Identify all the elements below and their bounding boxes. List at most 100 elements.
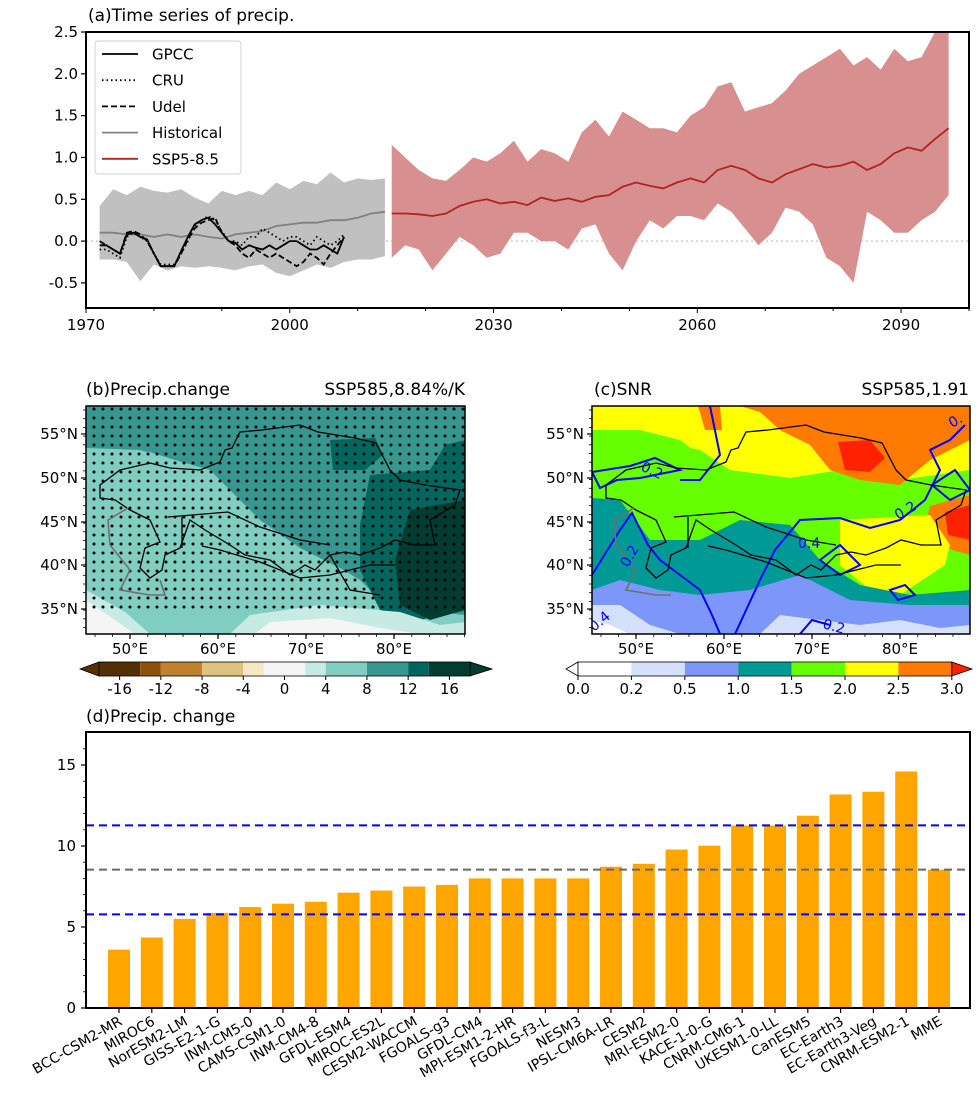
field-region xyxy=(592,605,680,634)
x-tick-label: MME xyxy=(908,1014,945,1044)
panel-d-bars xyxy=(108,771,950,1008)
x-tick-label: 1970 xyxy=(67,316,105,334)
colorbar-segment xyxy=(366,662,409,676)
bar xyxy=(632,863,655,1008)
bar xyxy=(304,901,327,1008)
bar xyxy=(895,771,918,1008)
colorbar-segment xyxy=(684,662,739,676)
y-tick-label: 5 xyxy=(66,918,76,936)
bar xyxy=(272,903,294,1008)
lat-tick-label: 50°N xyxy=(40,469,78,487)
lat-tick-label: 35°N xyxy=(40,600,78,618)
panel-d-y-axis: 0 5 10 15 xyxy=(57,748,86,1017)
panel-c-frame xyxy=(591,405,971,635)
colorbar-tick-label: 8 xyxy=(362,680,372,698)
bar xyxy=(567,878,590,1008)
field-region xyxy=(698,406,722,430)
lat-tick-label: 50°N xyxy=(546,469,584,487)
cru-line xyxy=(99,214,345,266)
colorbar-segment xyxy=(428,662,470,676)
colorbar-tick-label: 0 xyxy=(280,680,290,698)
lon-tick-label: 70°E xyxy=(794,640,830,658)
udel-line xyxy=(99,216,345,268)
panel-a-frame xyxy=(85,31,970,309)
y-tick-label: 0.0 xyxy=(54,232,78,250)
panel-b-lon-axis: 50°E 60°E 70°E 80°E xyxy=(94,634,466,658)
legend-box xyxy=(94,40,242,175)
significance-stippling xyxy=(86,406,465,611)
panel-a-time-series: (a)Time series of precip. -0.5 0.0 0.5 1.0 1… xyxy=(49,6,970,334)
y-tick-label: 1.0 xyxy=(54,148,78,166)
contour-label: 0.4 xyxy=(798,536,820,552)
x-tick-label: 2060 xyxy=(678,316,716,334)
colorbar-tick-label: 1.0 xyxy=(726,680,750,698)
country-borders xyxy=(673,511,901,579)
colorbar-segment xyxy=(898,662,952,676)
bar xyxy=(206,912,229,1008)
panel-b-title-right: SSP585,8.84%/K xyxy=(324,380,465,400)
colorbar-tick-label: 0.0 xyxy=(566,680,590,698)
y-tick-label: 2.5 xyxy=(54,23,78,41)
panel-c-title-right: SSP585,1.91 xyxy=(861,380,969,400)
bar xyxy=(764,825,786,1008)
bar xyxy=(698,845,721,1008)
colorbar-extend-max xyxy=(951,661,974,677)
caspian-coastline xyxy=(613,507,671,596)
bar xyxy=(928,869,950,1008)
y-tick-label: -0.5 xyxy=(49,274,78,292)
y-tick-label: 0 xyxy=(66,999,76,1017)
colorbar-extend-min xyxy=(78,661,100,677)
panel-c-lon-axis: 50°E 60°E 70°E 80°E xyxy=(600,634,954,658)
panel-c-map-field: 0.2 0.2 0.2 0.4 0.2 0.4 0. xyxy=(592,406,970,634)
snr-contour xyxy=(592,456,684,490)
colorbar-tick-label: -16 xyxy=(107,680,132,698)
snr-contour xyxy=(818,543,862,577)
bar xyxy=(370,890,393,1008)
x-tick-label: 2000 xyxy=(271,316,309,334)
panel-d-title: (d)Precip. change xyxy=(86,707,235,727)
lon-tick-label: 80°E xyxy=(376,640,412,658)
panel-d-reference-lines xyxy=(86,824,970,916)
y-tick-label: 1.5 xyxy=(54,107,78,125)
bar xyxy=(731,825,754,1008)
colorbar-segment xyxy=(305,662,326,676)
bar xyxy=(140,937,163,1008)
colorbar-tick-label: -4 xyxy=(236,680,251,698)
panel-b-precip-change-map: (b)Precip.change SSP585,8.84%/K 55°N 50°N… xyxy=(40,380,494,698)
colorbar-tick-label: 0.5 xyxy=(673,680,697,698)
colorbar-tick-label: 3.0 xyxy=(940,680,964,698)
colorbar-segment xyxy=(631,662,685,676)
panel-c-lat-axis: 55°N 50°N 45°N 40°N 35°N xyxy=(546,409,592,628)
ssp585-spread-band xyxy=(391,32,949,283)
field-region xyxy=(592,620,630,634)
bar xyxy=(108,949,130,1008)
panel-b-map-field xyxy=(86,406,465,634)
bar xyxy=(665,849,688,1008)
colorbar-tick-label: 0.2 xyxy=(619,680,643,698)
y-tick-label: 15 xyxy=(57,756,76,774)
y-tick-label: 0.5 xyxy=(54,190,78,208)
colorbar-tick-label: 4 xyxy=(321,680,331,698)
lat-tick-label: 45°N xyxy=(40,513,78,531)
bar xyxy=(436,884,458,1008)
panel-a-x-axis: 1970 2000 2030 2060 2090 xyxy=(67,308,970,334)
field-region xyxy=(592,430,700,460)
colorbar-tick-label: 2.5 xyxy=(886,680,910,698)
lat-tick-label: 55°N xyxy=(546,425,584,443)
field-region xyxy=(840,515,950,595)
snr-contour xyxy=(930,468,970,502)
legend-label: GPCC xyxy=(152,46,194,64)
colorbar-segment xyxy=(738,662,792,676)
panel-b-title-left: (b)Precip.change xyxy=(86,380,230,400)
colorbar-segment xyxy=(99,662,141,676)
colorbar-outline xyxy=(577,661,953,677)
bar xyxy=(337,892,360,1008)
lat-tick-label: 35°N xyxy=(546,600,584,618)
colorbar-tick-label: 16 xyxy=(440,680,459,698)
panel-d-bar-chart: (d)Precip. change 0 5 10 15 BCC-CSM2-MRMIRO… xyxy=(30,707,971,1081)
panel-b-colorbar: -16 -12 -8 -4 0 4 8 12 16 xyxy=(78,661,494,698)
legend-label: Historical xyxy=(152,124,222,142)
lon-tick-label: 50°E xyxy=(618,640,654,658)
legend-label: Udel xyxy=(152,98,186,116)
bar xyxy=(829,794,852,1008)
